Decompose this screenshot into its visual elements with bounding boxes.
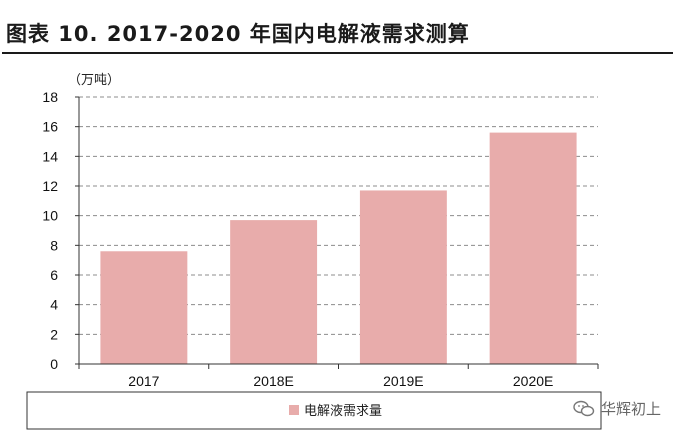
y-axis-ticks: 0 2 4 6 8 10 12 14 16 18 (42, 89, 79, 372)
y-tick-label: 16 (42, 119, 58, 135)
y-axis-unit-label: （万吨） (68, 73, 120, 88)
y-tick-label: 4 (50, 297, 58, 313)
legend-swatch (289, 405, 299, 415)
x-tick-label: 2018E (253, 373, 293, 389)
x-axis-ticks: 2017 2018E 2019E 2020E (78, 364, 599, 389)
x-tick-label: 2019E (383, 373, 423, 389)
x-tick-label: 2017 (128, 373, 159, 389)
wechat-icon (573, 400, 595, 416)
y-tick-label: 0 (50, 356, 58, 372)
y-tick-label: 18 (42, 89, 58, 105)
watermark-text: 华辉初上 (600, 400, 661, 418)
y-tick-label: 2 (50, 326, 58, 342)
x-tick-label: 2020E (513, 373, 553, 389)
bar-2019E (359, 190, 447, 364)
legend-box (26, 391, 602, 430)
bar-2018E (230, 220, 318, 364)
bar-2020E (489, 132, 577, 364)
title-rule (2, 52, 673, 54)
watermark: 华辉初上 (573, 398, 661, 419)
bar-2017 (100, 251, 188, 364)
y-tick-label: 6 (50, 267, 58, 283)
bars (100, 132, 577, 364)
legend-label: 电解液需求量 (304, 404, 382, 419)
y-tick-label: 10 (42, 208, 58, 224)
figure-title: 图表 10. 2017-2020 年国内电解液需求测算 (6, 22, 470, 46)
y-tick-label: 8 (50, 237, 58, 253)
y-tick-label: 12 (42, 178, 58, 194)
y-tick-label: 14 (42, 148, 58, 164)
